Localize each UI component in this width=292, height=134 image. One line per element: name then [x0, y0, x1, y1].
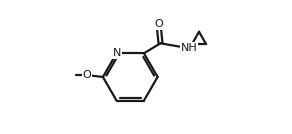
Text: NH: NH	[180, 43, 197, 53]
Text: O: O	[83, 70, 91, 80]
Text: N: N	[112, 48, 121, 58]
Text: O: O	[154, 19, 163, 29]
